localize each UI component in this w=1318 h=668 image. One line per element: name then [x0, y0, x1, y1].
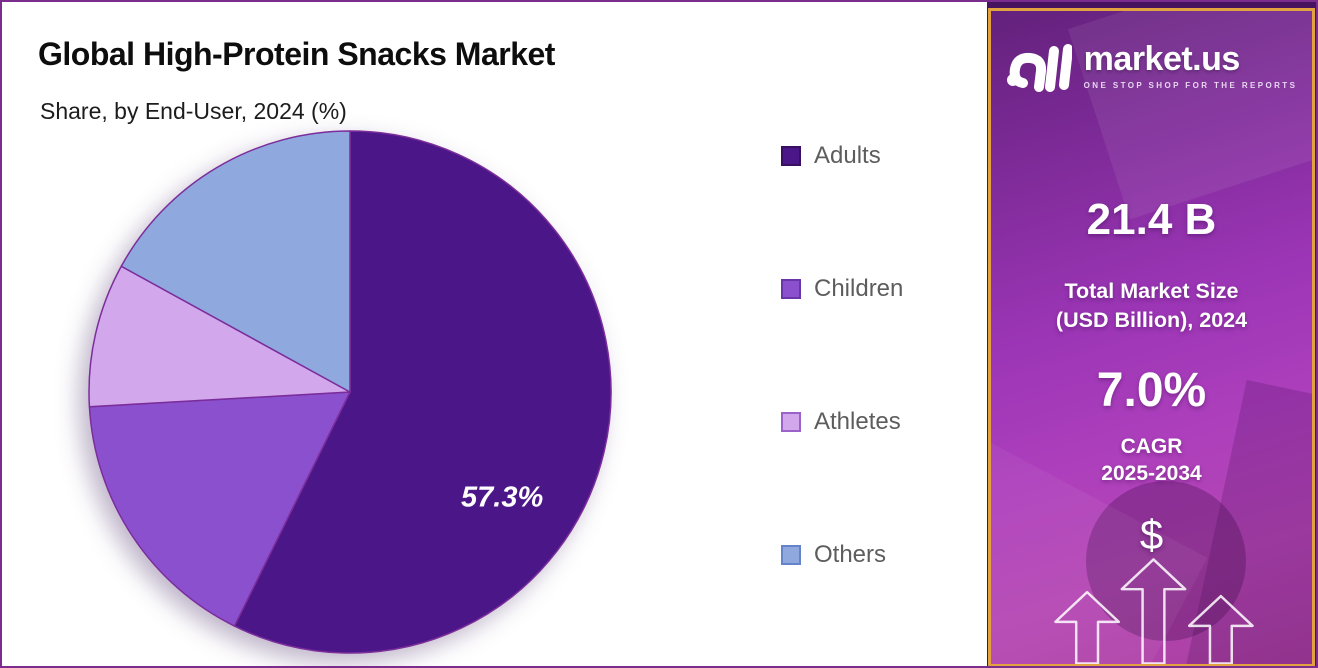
legend-item-athletes: Athletes	[781, 408, 901, 436]
market-size-value: 21.4 B	[1086, 195, 1217, 244]
legend-swatch-athletes	[781, 412, 801, 432]
brand-logo: market.us ONE STOP SHOP FOR THE REPORTS	[991, 37, 1312, 93]
brand-sidebar: market.us ONE STOP SHOP FOR THE REPORTS …	[987, 2, 1316, 666]
cagr-label: CAGR 2025-2034	[1101, 435, 1202, 485]
brand-tagline: ONE STOP SHOP FOR THE REPORTS	[1083, 81, 1298, 90]
pie-slice-others	[120, 130, 351, 393]
pie-slice-adults	[233, 130, 612, 654]
legend-swatch-children	[781, 279, 801, 299]
legend-label: Others	[814, 541, 887, 568]
legend-item-children: Children	[781, 275, 903, 303]
pie-slice-children	[88, 391, 351, 627]
legend-label: Athletes	[814, 408, 901, 435]
pie-slice-athletes	[88, 265, 351, 408]
legend-item-others: Others	[781, 541, 886, 569]
legend-item-adults: Adults	[781, 142, 881, 170]
growth-arrow-icon	[1054, 590, 1121, 664]
legend-swatch-adults	[781, 146, 801, 166]
pie-chart: 57.3%	[86, 128, 614, 656]
chart-subtitle: Share, by End-User, 2024 (%)	[40, 98, 347, 124]
pie-chart-svg: 57.3%	[88, 130, 612, 654]
growth-arrow-icon	[1120, 558, 1187, 664]
legend-label: Children	[814, 275, 904, 302]
pie-slice-label: 57.3%	[461, 482, 543, 514]
marketus-logo-icon	[1006, 44, 1072, 92]
dollar-icon: $	[1139, 511, 1164, 558]
page-title: Global High-Protein Snacks Market	[38, 36, 555, 72]
growth-arrows-icon	[1054, 558, 1254, 664]
chart-legend: Adults Children Athletes Others	[781, 142, 971, 584]
market-size-label: Total Market Size (USD Billion), 2024	[1055, 279, 1248, 332]
cagr-value: 7.0%	[1096, 364, 1207, 417]
legend-label: Adults	[814, 142, 881, 169]
growth-arrow-icon	[1187, 594, 1254, 664]
brand-sidebar-panel: market.us ONE STOP SHOP FOR THE REPORTS …	[988, 8, 1315, 666]
legend-swatch-others	[781, 545, 801, 565]
brand-logo-text: market.us	[1083, 40, 1241, 78]
